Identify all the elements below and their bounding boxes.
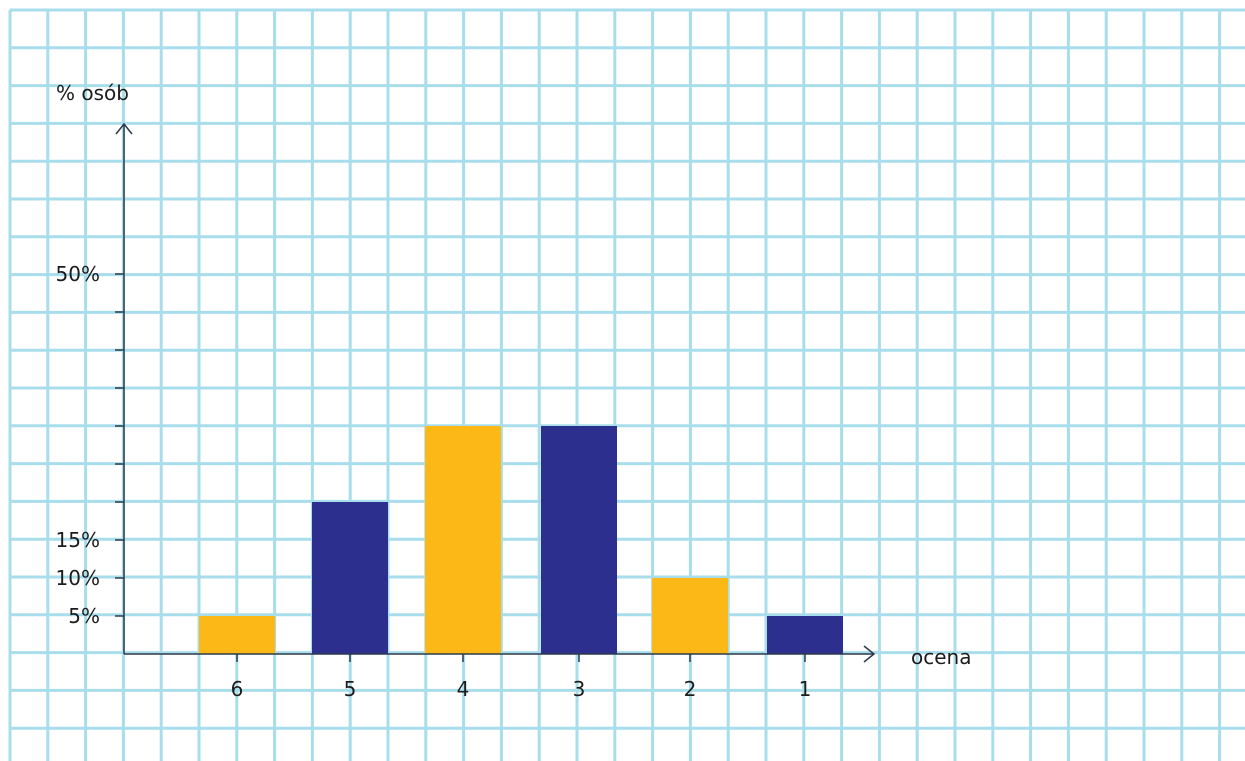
y-axis-label: % osób xyxy=(56,81,129,105)
bars xyxy=(199,426,843,654)
bar-2 xyxy=(652,578,728,654)
y-tick-label: 50% xyxy=(56,262,100,286)
y-tick-label: 5% xyxy=(68,604,100,628)
x-tick-label: 3 xyxy=(573,677,586,701)
y-axis-arrow xyxy=(115,122,133,135)
x-axis-arrow xyxy=(863,645,876,663)
x-tick-label: 6 xyxy=(231,677,244,701)
x-ticks: 6 5 4 3 2 1 xyxy=(231,654,812,701)
bar-5 xyxy=(312,502,388,654)
x-tick-label: 2 xyxy=(684,677,697,701)
x-tick-label: 1 xyxy=(799,677,812,701)
bar-6 xyxy=(199,616,275,654)
x-tick-label: 5 xyxy=(344,677,357,701)
y-ticks: 5% 10% 15% 50% xyxy=(56,262,124,628)
bar-3 xyxy=(541,426,617,654)
axes xyxy=(115,122,876,663)
x-axis-label: ocena xyxy=(911,645,971,669)
y-tick-label: 15% xyxy=(56,528,100,552)
grid xyxy=(8,8,1245,761)
bar-1 xyxy=(767,616,843,654)
x-tick-label: 4 xyxy=(457,677,470,701)
bar-4 xyxy=(425,426,501,654)
y-tick-label: 10% xyxy=(56,566,100,590)
